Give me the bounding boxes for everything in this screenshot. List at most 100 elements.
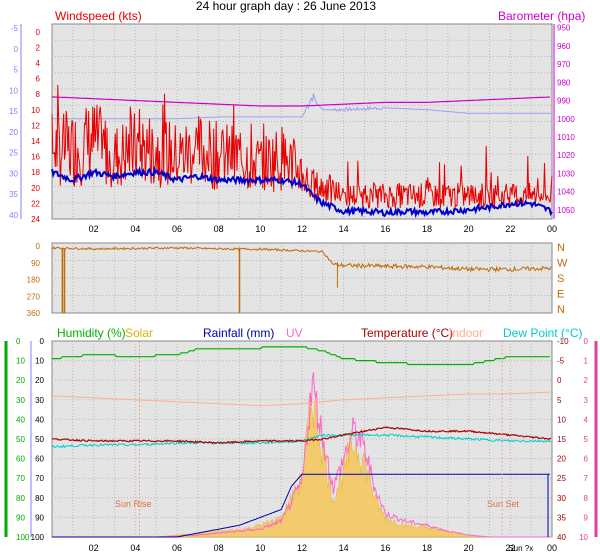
x-tick-label: 18 — [422, 543, 432, 553]
compass-tick-label: W — [557, 258, 568, 270]
temperature-tick-label: 10 — [557, 415, 566, 424]
humidity-line — [52, 346, 550, 366]
outer-left-tick-label: 25 — [9, 149, 18, 158]
rainfall-line — [52, 473, 550, 538]
temperature-tick-label: 0 — [557, 376, 562, 385]
sunset-annotation: Sun Set — [487, 499, 520, 509]
rain-tick-label: 10 — [35, 357, 44, 366]
outer-left-tick-label: 0 — [14, 45, 19, 54]
outer-left-tick-label: 5 — [14, 66, 19, 75]
uv-tick-label: 5 — [584, 435, 589, 444]
wind-panel-series — [51, 84, 553, 219]
compass-tick-label: N — [557, 304, 565, 316]
barometer-tick-label: 1000 — [557, 115, 575, 124]
direction-panel-grid — [52, 243, 552, 313]
uv-tick-label: 3 — [584, 396, 589, 405]
x-tick-label: 12 — [297, 224, 307, 234]
humidity-tick-label: 40 — [16, 415, 25, 424]
x-tick-label: 02 — [89, 543, 99, 553]
x-tick-label: 22 — [505, 224, 515, 234]
humidity-tick-label: 0 — [16, 337, 21, 346]
windspeed-tick-label: 2 — [36, 43, 41, 52]
climate-panel-axes: 0102030405060708090100010203040506070809… — [4, 337, 598, 553]
temperature-tick-label: 30 — [557, 494, 566, 503]
windspeed-tick-label: 4 — [36, 59, 41, 68]
windspeed-axis-label: Windspeed (kts) — [55, 9, 142, 23]
windspeed-tick-label: 24 — [31, 215, 40, 224]
outer-left-tick-label: 35 — [9, 190, 18, 199]
uv-tick-label: 6 — [584, 455, 589, 464]
rain-tick-label: 100 — [31, 533, 45, 542]
barometer-tick-label: 990 — [557, 97, 571, 106]
x-tick-label: 22 — [505, 543, 515, 553]
outer-left-tick-label: -5 — [11, 24, 19, 33]
chart-title: 24 hour graph day : 26 June 2013 — [196, 0, 376, 13]
uv-tick-label: 4 — [584, 415, 589, 424]
humidity-tick-label: 80 — [16, 494, 25, 503]
uv-tick-label: 0 — [584, 337, 589, 346]
temperature-tick-label: 20 — [557, 455, 566, 464]
x-tick-label: 00 — [547, 543, 557, 553]
uv-tick-label: 9 — [584, 513, 589, 522]
temperature-tick-label: 15 — [557, 435, 566, 444]
climate-panel-series — [51, 341, 552, 538]
rain-tick-label: 30 — [35, 396, 44, 405]
barometer-tick-label: 1020 — [557, 151, 575, 160]
temperature-tick-label: 5 — [557, 396, 562, 405]
rain-tick-label: 70 — [35, 474, 44, 483]
indoor-line — [51, 391, 550, 407]
x-tick-label: 00 — [547, 224, 557, 234]
temperature-tick-label: 35 — [557, 513, 566, 522]
humidity-tick-label: 100 — [16, 533, 30, 542]
humidity-tick-label: 30 — [16, 396, 25, 405]
humidity-tick-label: 20 — [16, 376, 25, 385]
barometer-tick-label: 1010 — [557, 133, 575, 142]
x-tick-label: 08 — [214, 543, 224, 553]
direction-tick-label: 360 — [27, 309, 41, 318]
rain-tick-label: 40 — [35, 415, 44, 424]
x-tick-label: 14 — [339, 224, 349, 234]
barometer-tick-label: 1050 — [557, 206, 575, 215]
uv-label: UV — [286, 326, 303, 340]
rain-tick-label: 20 — [35, 376, 44, 385]
windspeed-tick-label: 22 — [31, 199, 40, 208]
compass-tick-label: S — [557, 273, 564, 285]
x-tick-label: 10 — [255, 224, 265, 234]
direction-panel-series — [51, 246, 552, 313]
humidity-tick-label: 10 — [16, 357, 25, 366]
x-tick-label: 16 — [380, 543, 390, 553]
x-tick-label: 02 — [89, 224, 99, 234]
windspeed-tick-label: 8 — [36, 90, 41, 99]
temperature-tick-label: 25 — [557, 474, 566, 483]
barometer-line — [51, 96, 550, 107]
x-tick-label: 08 — [214, 224, 224, 234]
windspeed-line — [51, 84, 553, 209]
windspeed-tick-label: 18 — [31, 168, 40, 177]
x-tick-label: 20 — [464, 543, 474, 553]
barometer-alt-line — [52, 93, 551, 120]
x-tick-label: 16 — [380, 224, 390, 234]
x-tick-label: 14 — [339, 543, 349, 553]
x-tick-label: 06 — [172, 543, 182, 553]
compass-tick-label: E — [557, 289, 564, 301]
windspeed-tick-label: 10 — [31, 106, 40, 115]
uv-tick-label: 10 — [579, 533, 588, 542]
barometer-tick-label: 980 — [557, 78, 571, 87]
windspeed-tick-label: 12 — [31, 121, 40, 130]
rain-tick-label: 90 — [35, 513, 44, 522]
outer-left-tick-label: 40 — [9, 211, 18, 220]
rain-tick-label: 60 — [35, 455, 44, 464]
compass-tick-label: N — [557, 242, 565, 254]
uv-tick-label: 8 — [584, 494, 589, 503]
x-tick-label: 06 — [172, 224, 182, 234]
uv-tick-label: 7 — [584, 474, 589, 483]
humidity-label: Humidity (%) — [57, 326, 126, 340]
temperature-tick-label: -5 — [557, 357, 565, 366]
windspeed-tick-label: 6 — [36, 75, 41, 84]
direction-tick-label: 180 — [27, 276, 41, 285]
dewpoint-label: Dew Point (°C) — [503, 326, 582, 340]
x-tick-label: 04 — [130, 543, 140, 553]
wind-direction-line — [51, 246, 552, 273]
outer-left-tick-label: 30 — [9, 169, 18, 178]
